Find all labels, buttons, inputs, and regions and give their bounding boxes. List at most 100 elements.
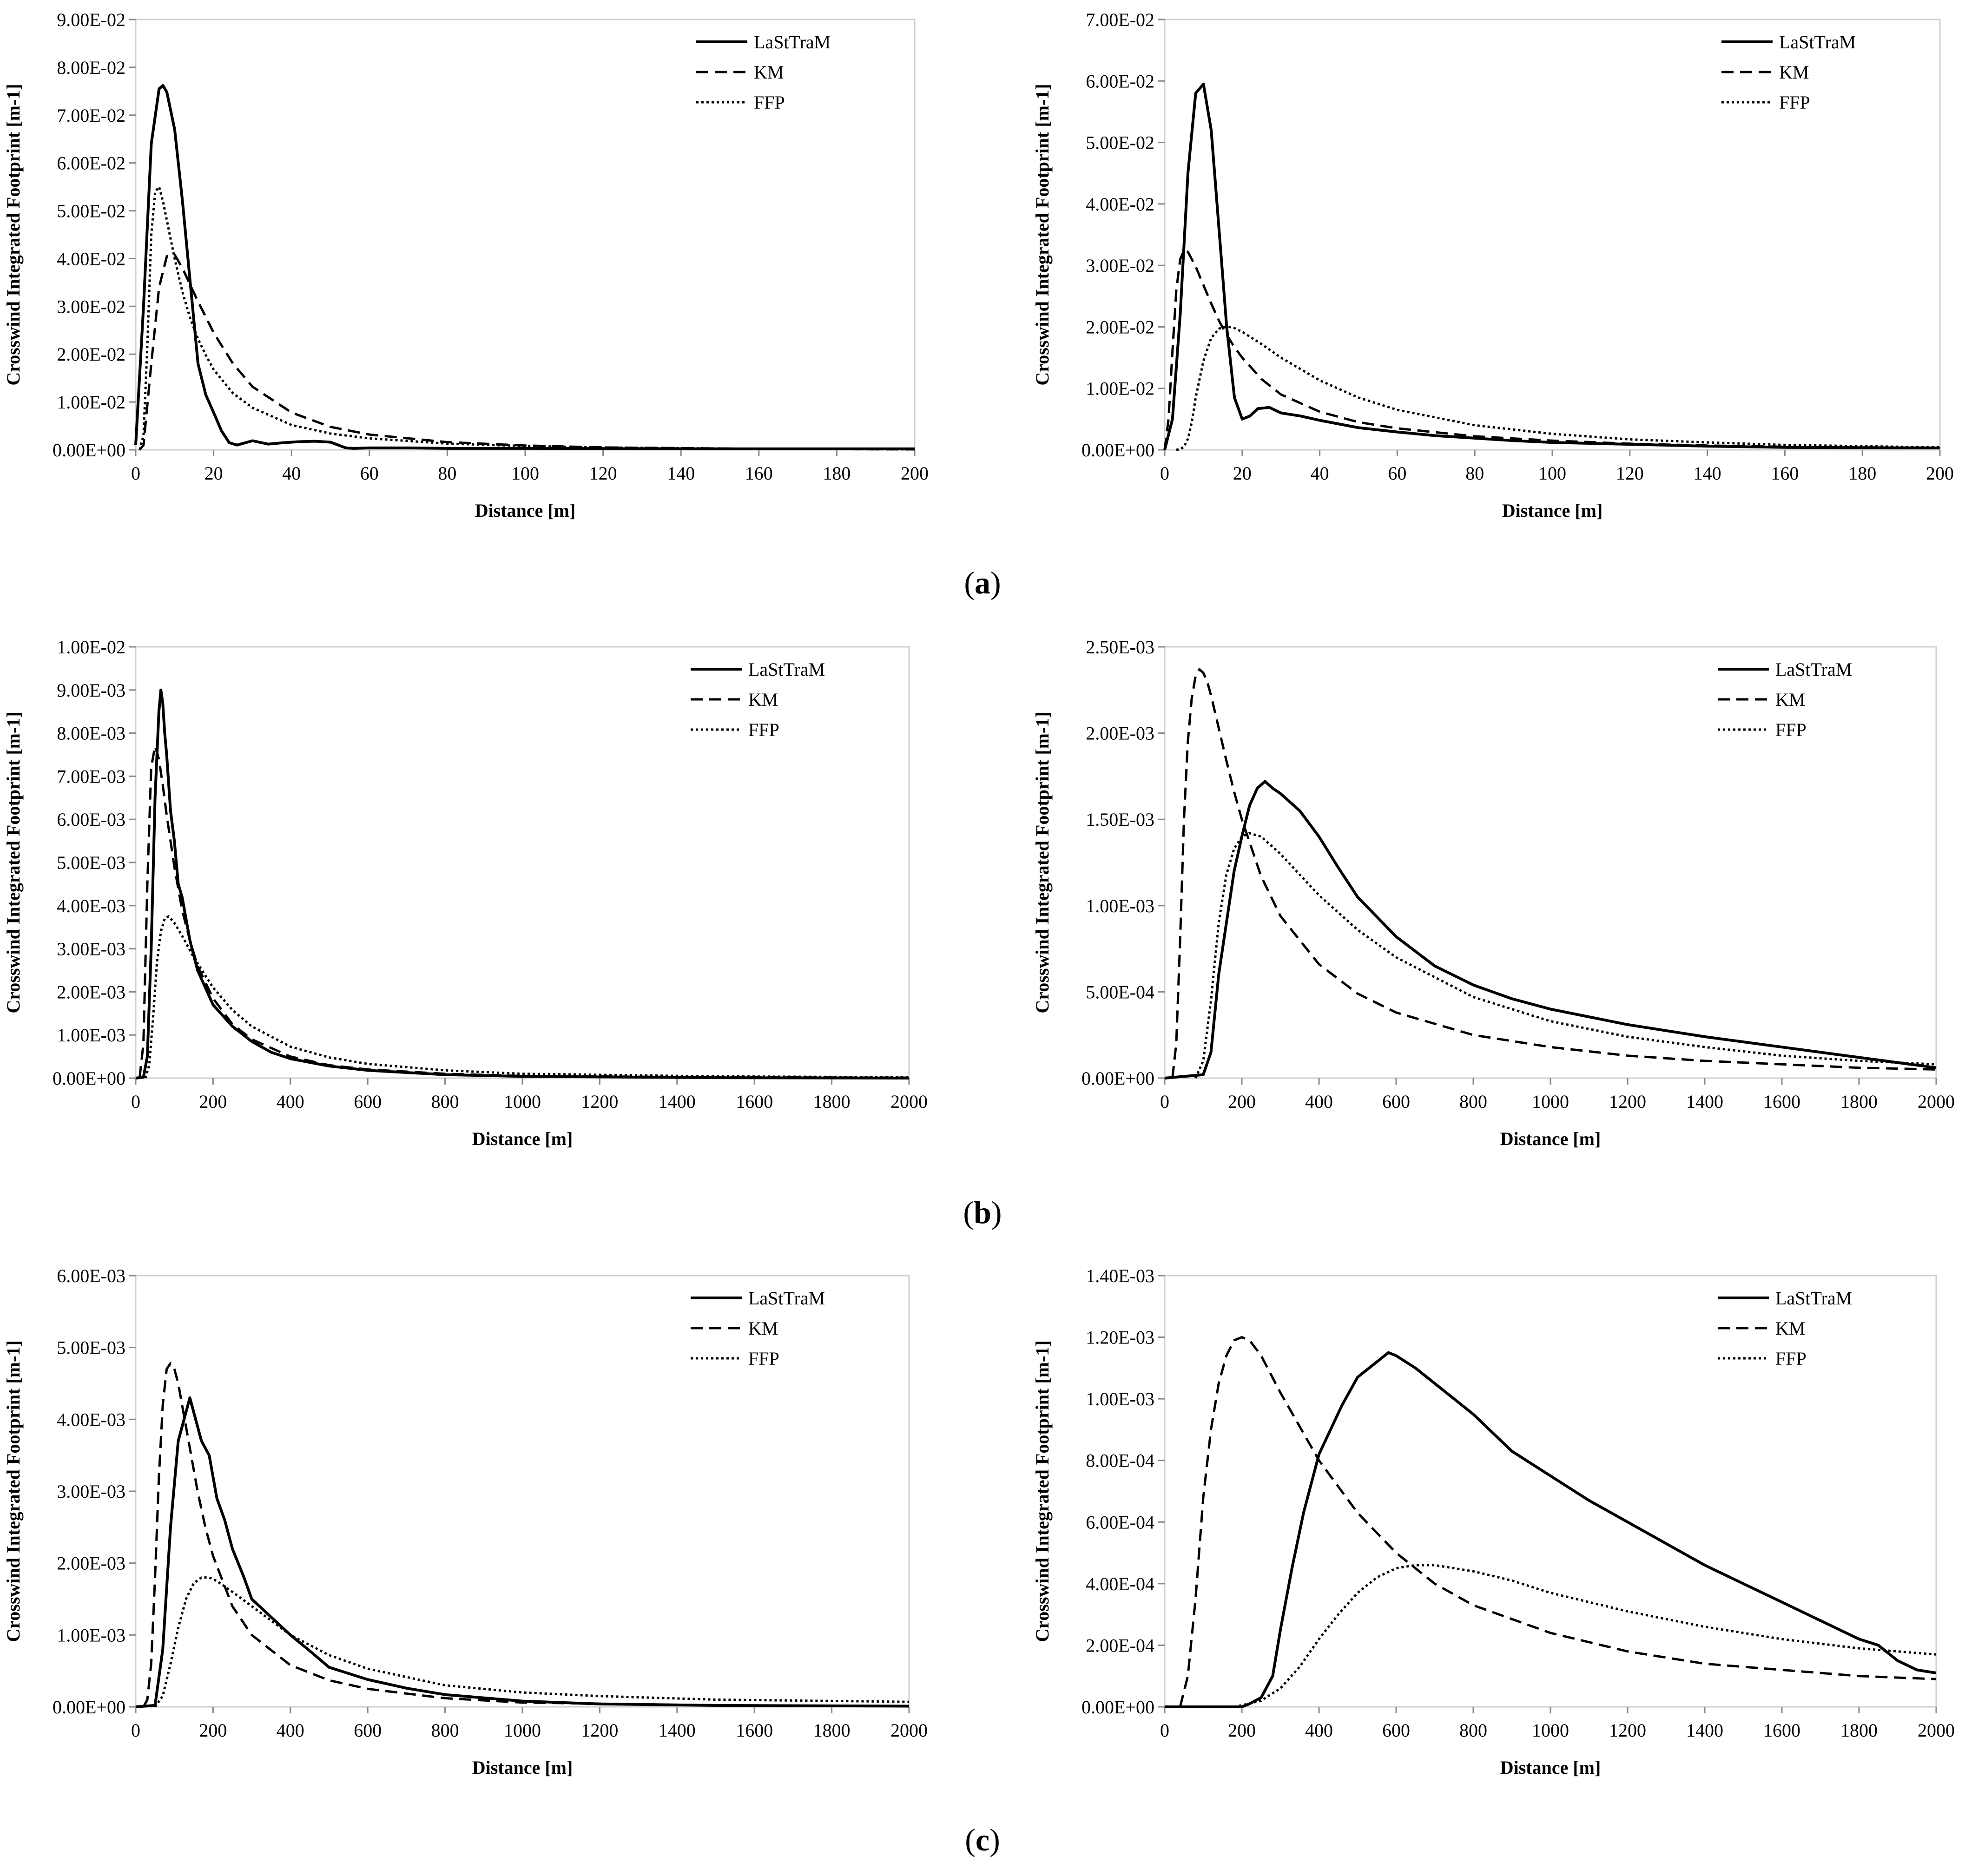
series-line-lasttram xyxy=(135,1396,910,1708)
legend-label: LaStTraM xyxy=(754,32,831,53)
y-tick-label: 1.00E-03 xyxy=(1086,895,1154,916)
y-tick-label: 2.00E-03 xyxy=(1086,723,1154,744)
y-tick-label: 2.50E-03 xyxy=(1086,637,1154,658)
x-tick-label: 1200 xyxy=(1609,1720,1646,1741)
x-tick-label: 1600 xyxy=(1763,1720,1800,1741)
series-line-km xyxy=(138,744,910,1079)
y-tick-label: 2.00E-03 xyxy=(57,981,125,1002)
x-tick-label: 600 xyxy=(354,1091,382,1112)
x-tick-label: 1400 xyxy=(1686,1091,1723,1112)
x-tick-label: 100 xyxy=(511,463,539,484)
y-tick-label: 5.00E-02 xyxy=(1086,132,1154,153)
legend-label: FFP xyxy=(754,92,785,113)
x-tick-label: 200 xyxy=(1228,1091,1256,1112)
legend-label: KM xyxy=(748,1318,778,1339)
x-tick-label: 400 xyxy=(277,1091,304,1112)
y-tick-label: 1.00E-02 xyxy=(57,637,125,658)
chart-c-right: 0.00E+00 2.00E-04 4.00E-04 6.00E-04 8.00E-04… xyxy=(1032,1265,1955,1778)
y-tick-label: 8.00E-04 xyxy=(1086,1450,1154,1471)
y-tick-label: 1.20E-03 xyxy=(1086,1327,1154,1348)
legend-label: KM xyxy=(1775,689,1805,710)
x-axis-title: Distance [m] xyxy=(472,1757,573,1778)
chart-b-left: 0.00E+00 1.00E-03 2.00E-03 3.00E-03 4.00E-03… xyxy=(3,637,928,1149)
y-tick-label: 5.00E-02 xyxy=(57,201,125,222)
y-tick-label: 1.00E-03 xyxy=(1086,1389,1154,1409)
x-tick-label: 1800 xyxy=(1840,1720,1878,1741)
x-tick-label: 1800 xyxy=(1840,1091,1878,1112)
x-tick-label: 120 xyxy=(1616,463,1644,484)
chart-a-left: 0.00E+00 1.00E-02 2.00E-02 3.00E-02 4.00E-02… xyxy=(3,9,929,521)
legend-label: LaStTraM xyxy=(748,659,825,680)
y-tick-label: 8.00E-02 xyxy=(57,57,125,78)
y-tick-label: 1.00E-03 xyxy=(57,1025,125,1046)
panel-label-a: (a) xyxy=(964,565,1001,600)
y-tick-label: 4.00E-03 xyxy=(57,1409,125,1430)
chart-c-left: 0.00E+00 1.00E-03 2.00E-03 3.00E-03 4.00E-03… xyxy=(3,1265,928,1778)
x-tick-label: 1000 xyxy=(1532,1720,1569,1741)
legend-label: KM xyxy=(748,689,778,710)
y-tick-label: 0.00E+00 xyxy=(1081,440,1154,461)
x-tick-label: 1000 xyxy=(504,1720,541,1741)
x-tick-label: 160 xyxy=(745,463,773,484)
legend-label: FFP xyxy=(1775,1348,1807,1369)
panel-label-b: (b) xyxy=(963,1195,1002,1230)
x-tick-label: 60 xyxy=(1388,463,1406,484)
x-tick-label: 0 xyxy=(1160,463,1169,484)
x-tick-label: 1000 xyxy=(504,1091,541,1112)
x-tick-label: 140 xyxy=(1694,463,1721,484)
x-tick-label: 400 xyxy=(1305,1720,1333,1741)
series-line-lasttram xyxy=(1164,780,1937,1080)
y-tick-label: 6.00E-02 xyxy=(57,153,125,174)
legend-label: FFP xyxy=(1775,719,1807,740)
x-tick-label: 200 xyxy=(199,1720,227,1741)
y-axis-title: Crosswind Integrated Footprint [m-1] xyxy=(1032,1340,1053,1642)
y-tick-label: 4.00E-04 xyxy=(1086,1573,1154,1594)
y-tick-label: 7.00E-02 xyxy=(1086,9,1154,30)
x-tick-label: 60 xyxy=(360,463,379,484)
y-tick-label: 0.00E+00 xyxy=(53,440,125,461)
y-tick-label: 0.00E+00 xyxy=(1081,1697,1154,1718)
y-tick-label: 3.00E-03 xyxy=(57,939,125,960)
series-line-ffp xyxy=(1194,832,1937,1079)
x-axis-title: Distance [m] xyxy=(1502,500,1603,521)
series-line-km xyxy=(1163,249,1940,450)
y-axis-title: Crosswind Integrated Footprint [m-1] xyxy=(3,84,24,385)
legend-label: LaStTraM xyxy=(748,1288,825,1309)
legend-label: FFP xyxy=(1779,92,1810,113)
legend-label: LaStTraM xyxy=(1775,1288,1852,1309)
x-axis-title: Distance [m] xyxy=(1500,1757,1601,1778)
x-tick-label: 180 xyxy=(823,463,851,484)
y-tick-label: 8.00E-03 xyxy=(57,723,125,744)
x-tick-label: 0 xyxy=(1160,1091,1169,1112)
y-tick-label: 6.00E-03 xyxy=(57,1265,125,1286)
panel-letter-b: b xyxy=(974,1195,991,1230)
y-tick-label: 3.00E-02 xyxy=(1086,255,1154,276)
x-tick-label: 80 xyxy=(438,463,456,484)
x-tick-label: 1600 xyxy=(1763,1091,1800,1112)
x-tick-label: 800 xyxy=(1459,1091,1487,1112)
y-axis-title: Crosswind Integrated Footprint [m-1] xyxy=(1032,84,1053,385)
x-tick-label: 800 xyxy=(431,1091,459,1112)
x-tick-label: 0 xyxy=(131,463,140,484)
y-tick-label: 6.00E-02 xyxy=(1086,71,1154,92)
y-tick-label: 4.00E-03 xyxy=(57,895,125,916)
x-tick-label: 100 xyxy=(1538,463,1566,484)
y-tick-label: 0.00E+00 xyxy=(53,1697,125,1718)
x-tick-label: 80 xyxy=(1465,463,1484,484)
series-line-lasttram xyxy=(1165,1351,1937,1708)
y-axis-title: Crosswind Integrated Footprint [m-1] xyxy=(3,711,24,1013)
x-tick-label: 40 xyxy=(282,463,301,484)
y-tick-label: 5.00E-03 xyxy=(57,852,125,873)
x-tick-label: 2000 xyxy=(1918,1720,1955,1741)
x-tick-label: 20 xyxy=(1233,463,1252,484)
x-tick-label: 1800 xyxy=(813,1720,851,1741)
y-tick-label: 3.00E-02 xyxy=(57,296,125,317)
x-tick-label: 200 xyxy=(1926,463,1954,484)
x-tick-label: 800 xyxy=(431,1720,459,1741)
x-tick-label: 160 xyxy=(1771,463,1799,484)
y-tick-label: 6.00E-03 xyxy=(57,809,125,830)
x-tick-label: 0 xyxy=(1160,1720,1169,1741)
legend-label: KM xyxy=(1775,1318,1805,1339)
y-axis-title: Crosswind Integrated Footprint [m-1] xyxy=(3,1340,24,1642)
